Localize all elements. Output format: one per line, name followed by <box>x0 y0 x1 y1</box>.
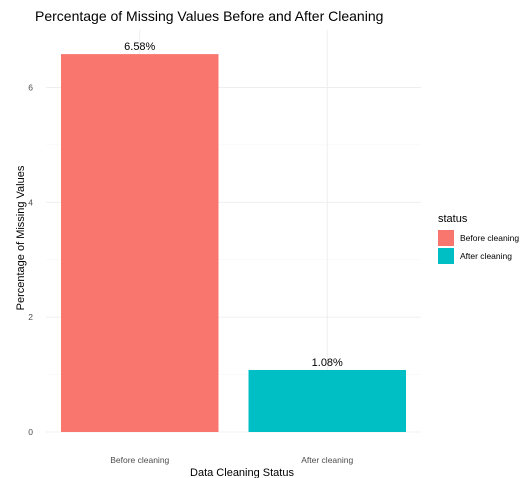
x-axis-title: Data Cleaning Status <box>190 467 294 478</box>
data-label: 1.08% <box>312 357 343 369</box>
legend-label: Before cleaning <box>460 233 519 243</box>
x-axis-ticks: Before cleaning After cleaning <box>110 455 353 465</box>
data-labels: 6.58% 1.08% <box>124 41 343 369</box>
y-tick-label: 6 <box>28 82 33 92</box>
data-label: 6.58% <box>124 41 155 53</box>
legend-label: After cleaning <box>460 251 512 261</box>
legend: status Before cleaning After cleaning <box>438 213 519 264</box>
y-axis-ticks: 0 2 4 6 <box>28 82 33 437</box>
x-tick-label: After cleaning <box>301 455 353 465</box>
x-tick-label: Before cleaning <box>110 455 169 465</box>
bar <box>248 369 406 432</box>
bars <box>61 54 406 433</box>
y-tick-label: 2 <box>28 312 33 322</box>
bar <box>61 54 219 433</box>
y-tick-label: 0 <box>28 427 33 437</box>
chart-title: Percentage of Missing Values Before and … <box>35 8 383 24</box>
y-axis-title: Percentage of Missing Values <box>15 165 27 310</box>
legend-swatch <box>438 230 454 246</box>
y-tick-label: 4 <box>28 197 33 207</box>
legend-swatch <box>438 248 454 264</box>
legend-title: status <box>438 213 468 225</box>
